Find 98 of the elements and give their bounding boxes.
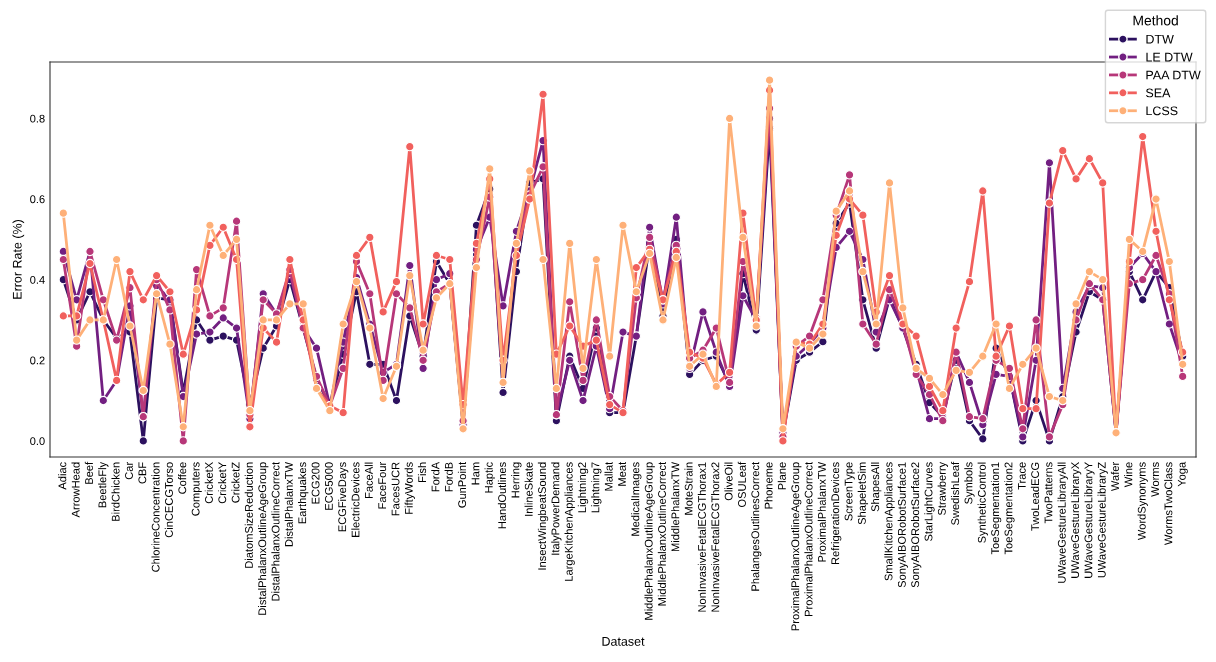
x-tick-label: MiddlePhalanxOutlineAgeGroup bbox=[644, 462, 655, 620]
x-tick-label: Adiac bbox=[58, 462, 67, 490]
x-tick-label: UWaveGestureLibraryX bbox=[1070, 462, 1082, 578]
x-tick-label: Haptic bbox=[484, 462, 495, 493]
x-tick-label: FacesUCR bbox=[391, 462, 400, 516]
x-tick-label: DistalPhalanxTW bbox=[284, 461, 293, 547]
x-tick-label: FaceFour bbox=[378, 462, 387, 509]
x-tick-label: InlineSkate bbox=[524, 462, 533, 516]
x-tick-label: GunPoint bbox=[457, 461, 467, 508]
x-tick-label: SonyAIBORobotSurface1 bbox=[897, 462, 909, 588]
x-tick-label: ToeSegmentation2 bbox=[1004, 462, 1015, 555]
x-tick-label: RefrigerationDevices bbox=[831, 462, 842, 565]
legend-title: Method bbox=[1133, 15, 1178, 26]
x-tick-label: UWaveGestureLibraryZ bbox=[1097, 462, 1108, 578]
x-tick-label: Ham bbox=[471, 462, 480, 485]
x-tick-label: HandOutlines bbox=[497, 462, 507, 529]
x-tick-label: ProximalPhalanxOutlineCorrect bbox=[804, 461, 813, 616]
x-axis-title: Dataset bbox=[602, 637, 645, 646]
x-tick-label: FordA bbox=[431, 461, 440, 492]
x-tick-label: CricketY bbox=[218, 462, 227, 504]
legend-label: LCSS bbox=[1146, 106, 1178, 116]
x-tick-label: ToeSegmentation1 bbox=[990, 462, 1002, 555]
x-tick-label: CricketZ bbox=[231, 462, 240, 503]
x-tick-label: TwoPatterns bbox=[1044, 462, 1053, 524]
x-tick-label: Wafer bbox=[1110, 462, 1120, 492]
y-axis-title: Error Rate (%) bbox=[12, 219, 25, 299]
x-tick-label: UWaveGestureLibraryY bbox=[1084, 462, 1095, 578]
legend-label: LE DTW bbox=[1146, 52, 1193, 62]
x-tick-label: Beef bbox=[84, 461, 93, 484]
x-tick-label: SonyAIBORobotSurface2 bbox=[910, 462, 922, 588]
x-tick-label: BeetleFly bbox=[98, 461, 109, 508]
x-tick-label: CinCECGTorso bbox=[164, 462, 173, 538]
x-tick-label: DistalPhalanxOutlineAgeGroup bbox=[258, 462, 269, 615]
x-tick-label: CBF bbox=[138, 462, 147, 484]
x-tick-label: ECG5000 bbox=[324, 462, 333, 510]
y-tick-label: 0.4 bbox=[30, 275, 45, 284]
x-tick-label: Symbols bbox=[964, 462, 975, 504]
x-tick-label: ECGFiveDays bbox=[337, 462, 349, 532]
x-tick-label: ProximalPhalanxOutlineAgeGroup bbox=[791, 462, 802, 631]
x-tick-label: Wine bbox=[1124, 462, 1133, 488]
legend-label: SEA bbox=[1145, 88, 1171, 98]
y-tick-label: 0.8 bbox=[30, 114, 45, 123]
x-tick-label: WormsTwoClass bbox=[1164, 462, 1173, 545]
legend-label: DTW bbox=[1146, 34, 1174, 44]
x-tick-label: Plane bbox=[777, 462, 786, 490]
x-tick-label: Car bbox=[125, 462, 133, 480]
x-tick-label: InsectWingbeatSound bbox=[537, 462, 549, 570]
x-tick-label: ProximalPhalanxTW bbox=[817, 461, 826, 562]
x-tick-label: Computers bbox=[191, 462, 202, 516]
x-tick-label: Earthquakes bbox=[298, 462, 309, 524]
x-tick-label: Phoneme bbox=[764, 462, 773, 509]
x-tick-label: Herring bbox=[511, 462, 522, 498]
x-tick-label: TwoLeadECG bbox=[1030, 462, 1040, 531]
x-tick-label: MiddlePhalanxTW bbox=[671, 461, 680, 552]
y-tick-label: 0.6 bbox=[30, 195, 45, 204]
x-tick-label: OliveOil bbox=[724, 462, 733, 501]
x-tick-label: Yoga bbox=[1177, 461, 1188, 487]
x-tick-label: DistalPhalanxOutlineCorrect bbox=[271, 461, 280, 601]
y-tick-label: 0.2 bbox=[30, 356, 45, 365]
x-tick-label: BirdChicken bbox=[111, 462, 120, 521]
x-tick-label: Mallat bbox=[604, 461, 613, 491]
x-tick-label: ElectricDevices bbox=[351, 462, 360, 537]
x-tick-label: ShapeletSim bbox=[857, 462, 869, 525]
x-tick-label: SyntheticControl bbox=[977, 462, 988, 543]
x-tick-label: StarLightCurves bbox=[924, 462, 935, 542]
x-tick-label: SwedishLeaf bbox=[950, 461, 960, 525]
x-tick-label: Worms bbox=[1151, 462, 1160, 497]
x-tick-label: CricketX bbox=[204, 462, 213, 504]
x-tick-label: NonInvasiveFetalECGThorax2 bbox=[711, 462, 720, 612]
x-tick-label: Fish bbox=[417, 462, 427, 482]
x-tick-label: OSULeaf bbox=[737, 461, 746, 508]
x-tick-label: Strawberry bbox=[937, 461, 948, 516]
x-tick-label: PhalangesOutlinesCorrect bbox=[751, 461, 762, 591]
x-tick-label: ShapesAll bbox=[871, 462, 882, 512]
x-tick-label: MedicalImages bbox=[631, 462, 642, 536]
x-tick-label: Lightning2 bbox=[577, 462, 589, 513]
x-tick-label: FaceAll bbox=[364, 462, 373, 498]
x-tick-label: MoteStrain bbox=[684, 462, 693, 515]
x-tick-label: SmallKitchenAppliances bbox=[884, 462, 895, 581]
x-tick-label: Coffee bbox=[178, 462, 187, 494]
x-tick-label: Lightning7 bbox=[591, 462, 602, 513]
x-tick-label: FordB bbox=[444, 462, 453, 492]
x-tick-label: NonInvasiveFetalECGThorax1 bbox=[697, 462, 706, 612]
x-tick-label: LargeKitchenAppliances bbox=[564, 462, 575, 581]
legend-label: PAA DTW bbox=[1146, 70, 1201, 80]
x-tick-label: UWaveGestureLibraryAll bbox=[1057, 462, 1068, 583]
x-tick-label: ScreenType bbox=[844, 462, 855, 521]
x-tick-label: DiatomSizeReduction bbox=[244, 462, 253, 568]
x-tick-label: ItalyPowerDemand bbox=[551, 462, 562, 555]
x-tick-label: FiftyWords bbox=[404, 462, 415, 514]
x-tick-label: MiddlePhalanxOutlineCorrect bbox=[657, 461, 666, 606]
x-tick-label: Trace bbox=[1018, 462, 1026, 490]
x-tick-label: ECG200 bbox=[311, 462, 320, 504]
x-tick-label: ArrowHead bbox=[71, 462, 80, 518]
y-tick-label: 0.0 bbox=[30, 437, 45, 446]
x-tick-label: Meat bbox=[618, 461, 626, 486]
x-tick-label: WordSynonyms bbox=[1137, 462, 1148, 541]
x-tick-label: ChlorineConcentration bbox=[151, 462, 160, 572]
